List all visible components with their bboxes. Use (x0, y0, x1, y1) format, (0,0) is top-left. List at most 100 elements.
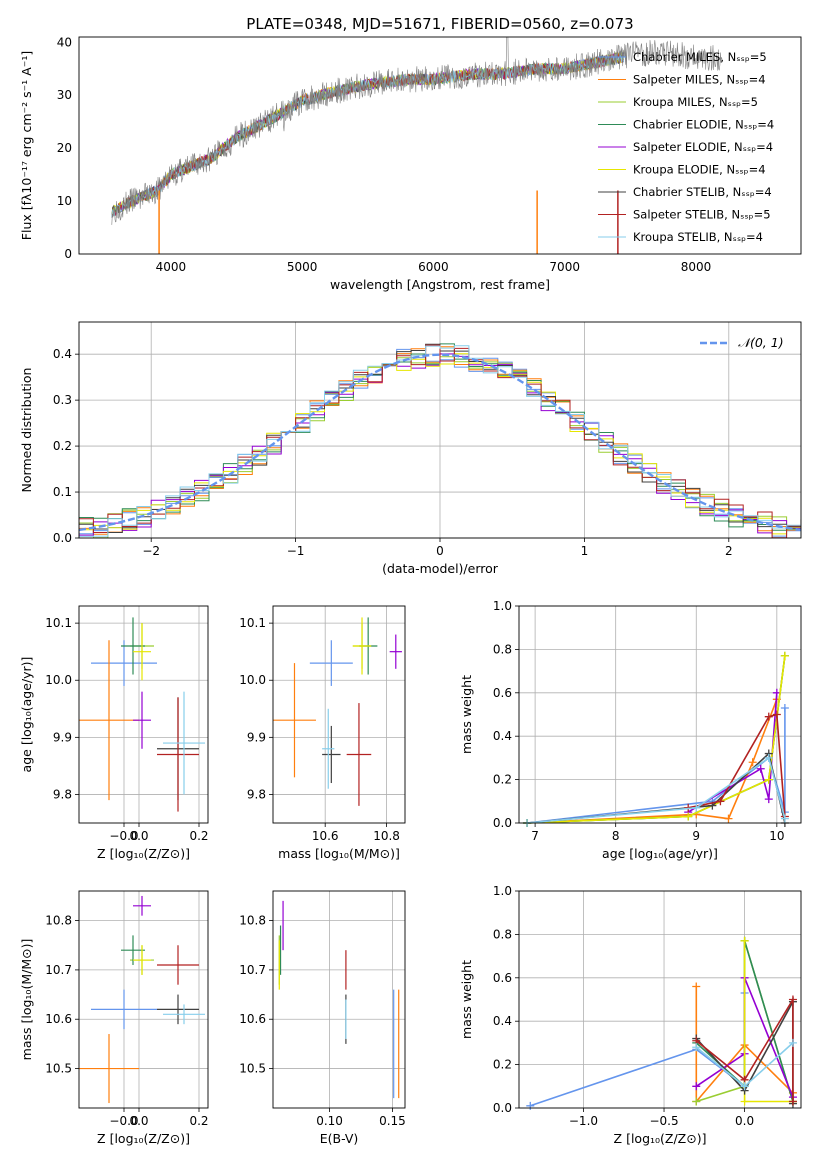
x-tick-label: 0.2 (189, 1114, 208, 1128)
age_vs_mass-frame (272, 605, 406, 824)
x-tick-label: −0.0 (109, 829, 138, 843)
model-spectrum-line (111, 53, 625, 218)
legend-label: Salpeter MILES, Nₛₛₚ=4 (633, 73, 766, 87)
weight-marker (780, 703, 789, 712)
x-tick-label: 8 (612, 829, 620, 843)
x-tick-label: 10.6 (312, 829, 339, 843)
histograms (79, 343, 801, 538)
x-axis-label: mass [log₁₀(M/M⊙)] (278, 846, 400, 861)
residuals-plot (75, 322, 801, 542)
x-tick-label: 5000 (287, 260, 318, 274)
x-tick-label: 7 (531, 829, 539, 843)
x-tick-label: 0.10 (316, 1114, 343, 1128)
weight-marker (772, 710, 781, 719)
errorbars (273, 617, 402, 806)
x-tick-label: 6000 (418, 260, 449, 274)
x-tick-label: 1 (581, 544, 589, 558)
y-tick-label: 10 (57, 194, 72, 208)
y-tick-label: 0.0 (493, 816, 512, 830)
age_vs_mass-plot (269, 606, 405, 827)
y-tick-label: 0.2 (493, 1058, 512, 1072)
weight-marker (740, 936, 749, 945)
x-axis-label: Z [log₁₀(Z/Z⊙)] (97, 1131, 190, 1146)
weight-marker (692, 803, 701, 812)
weight-line (530, 993, 746, 1107)
weight-marker (788, 1038, 797, 1047)
x-axis-label: age [log₁₀(age/yr)] (602, 846, 718, 861)
y-tick-label: 9.8 (53, 787, 72, 801)
y-tick-label: 30 (57, 88, 72, 102)
x-axis-label: Z [log₁₀(Z/Z⊙)] (97, 846, 190, 861)
age_vs_Z-frame (78, 605, 209, 824)
errorbars (79, 895, 205, 1104)
x-tick-label: −0.0 (109, 1114, 138, 1128)
x-axis-label: wavelength [Angstrom, rest frame] (330, 277, 550, 292)
y-tick-label: 10.5 (45, 1062, 72, 1076)
y-tick-label: 0.0 (493, 1101, 512, 1115)
model-spectrum-line (111, 52, 625, 218)
x-tick-label: 10.8 (373, 829, 400, 843)
mass_vs_ebv-frame (272, 890, 406, 1109)
errorbars (278, 900, 400, 1099)
y-tick-label: 0.1 (53, 485, 72, 499)
model-spectrum-line (111, 52, 625, 218)
x-tick-label: 8000 (681, 260, 712, 274)
weight-marker (788, 1097, 797, 1106)
y-tick-label: 0.4 (53, 347, 72, 361)
y-tick-label: 0.6 (493, 971, 512, 985)
y-tick-label: 0.2 (53, 439, 72, 453)
y-tick-label: 9.9 (53, 730, 72, 744)
y-tick-label: 10.7 (239, 963, 266, 977)
y-tick-label: 10.8 (45, 914, 72, 928)
model-spectrum-line (111, 51, 625, 218)
spectrum-plot (111, 37, 723, 254)
legend-label: Kroupa STELIB, Nₛₛₚ=4 (633, 230, 763, 244)
x-tick-label: 2 (725, 544, 733, 558)
errorbars (79, 617, 205, 812)
y-axis-label: mass weight (459, 675, 474, 754)
legend-label: Chabrier STELIB, Nₛₛₚ=4 (633, 185, 772, 199)
x-tick-label: 7000 (549, 260, 580, 274)
y-axis-label: age [log₁₀(age/yr)] (19, 657, 34, 773)
weight-line (527, 752, 786, 824)
y-tick-label: 10.8 (239, 914, 266, 928)
weight-marker (692, 1097, 701, 1106)
y-tick-label: 40 (57, 35, 72, 49)
mass_vs_Z-plot (75, 891, 208, 1112)
legend-label: Kroupa MILES, Nₛₛₚ=5 (633, 95, 758, 109)
x-tick-label: 0.2 (189, 829, 208, 843)
spectrum-frame (78, 36, 802, 255)
x-axis-label: Z [log₁₀(Z/Z⊙)] (614, 1131, 707, 1146)
weight-marker (788, 995, 797, 1004)
y-tick-label: 20 (57, 141, 72, 155)
weight-marker (716, 797, 725, 806)
y-tick-label: 0.0 (53, 531, 72, 545)
weight-marker (764, 795, 773, 804)
weight-lines (526, 936, 797, 1110)
y-axis-label: Flux [fλ10⁻¹⁷ erg cm⁻² s⁻¹ A⁻¹] (19, 51, 34, 240)
y-tick-label: 10.0 (45, 673, 72, 687)
x-tick-label: 0.0 (129, 1114, 148, 1128)
model-spectrum-line (111, 51, 625, 218)
weight-line (527, 655, 786, 824)
model-spectrum-line (111, 51, 625, 218)
weight-marker (692, 982, 701, 991)
weight-marker (740, 1097, 749, 1106)
x-tick-label: 0.15 (379, 1114, 406, 1128)
x-tick-label: 9 (692, 829, 700, 843)
x-tick-label: 4000 (156, 260, 187, 274)
y-tick-label: 10.1 (45, 616, 72, 630)
histogram-step (79, 344, 801, 538)
model-spectrum-line (111, 51, 625, 218)
weight_vs_age-frame (518, 605, 802, 824)
y-tick-label: 10.1 (239, 616, 266, 630)
y-tick-label: 0 (64, 247, 72, 261)
y-tick-label: 9.8 (247, 787, 266, 801)
y-tick-label: 0.2 (493, 773, 512, 787)
y-tick-label: 0.6 (493, 686, 512, 700)
y-tick-label: 0.4 (493, 729, 512, 743)
weight-marker (764, 712, 773, 721)
y-tick-label: 10.6 (45, 1012, 72, 1026)
y-tick-label: 1.0 (493, 884, 512, 898)
y-tick-label: 1.0 (493, 599, 512, 613)
